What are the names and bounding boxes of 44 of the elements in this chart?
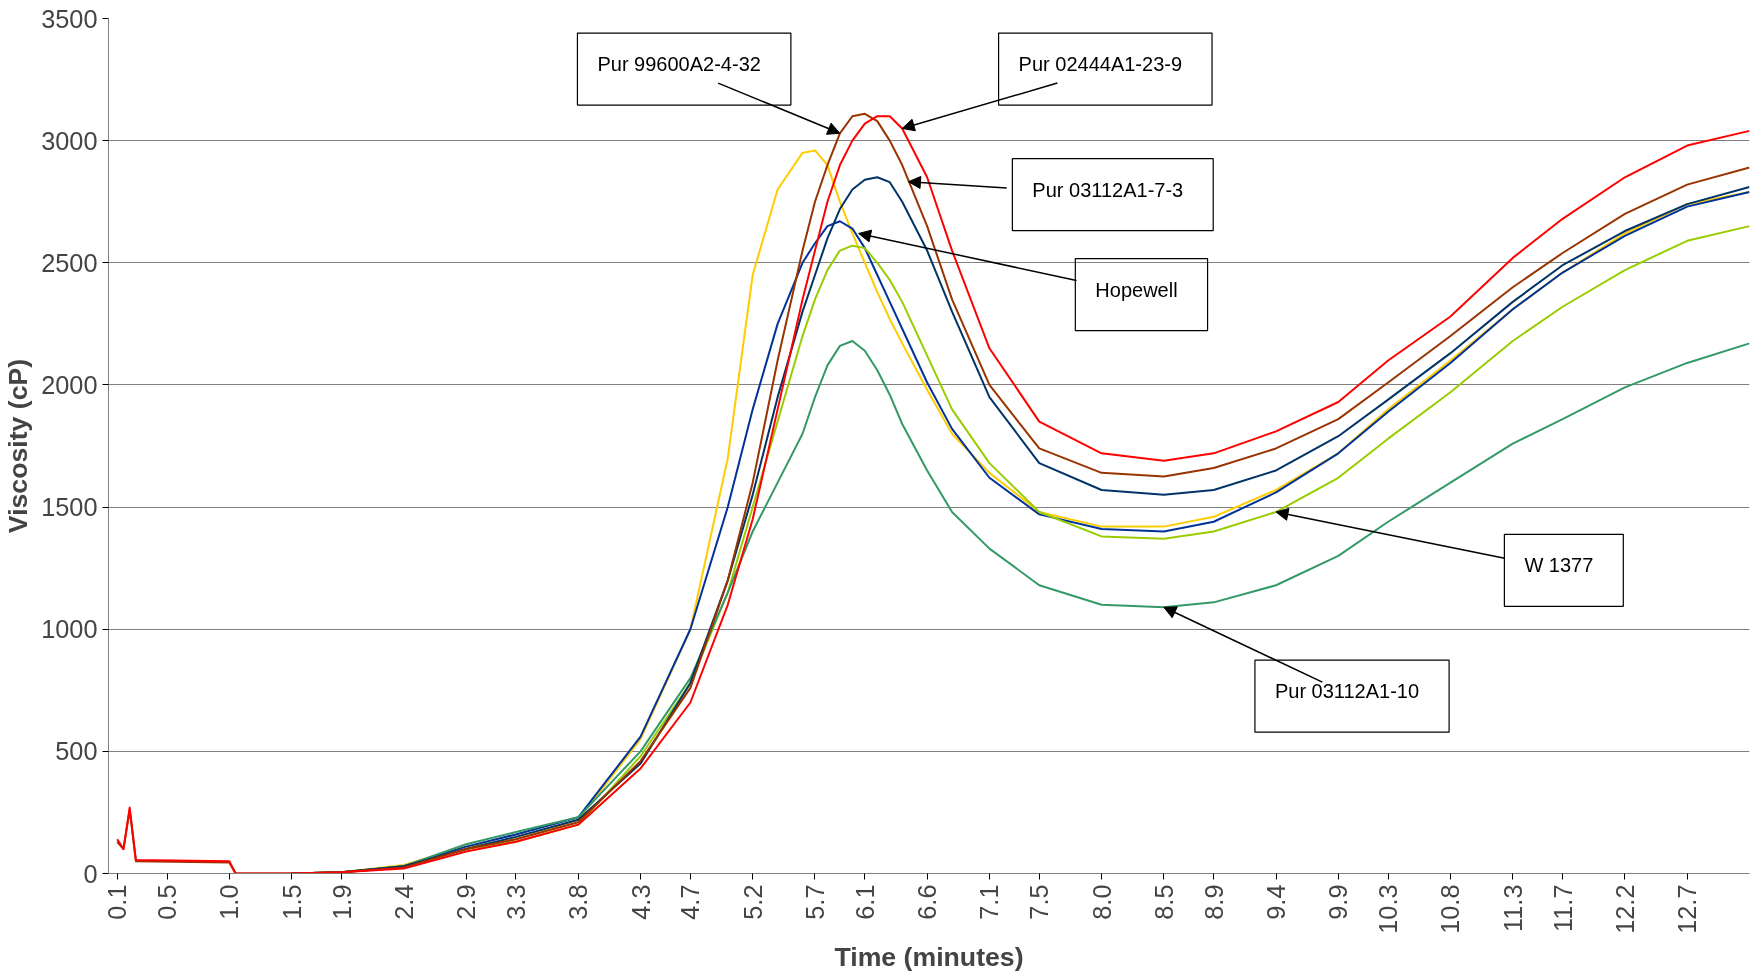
x-tick-label: 1.0: [215, 884, 244, 920]
x-tick-label: 0.5: [153, 884, 182, 920]
x-tick-label: 4.7: [676, 884, 705, 920]
y-tick-label: 500: [55, 737, 98, 766]
x-tick-label: 11.7: [1548, 884, 1577, 932]
x-tick-label: 3.8: [564, 884, 593, 920]
annotation: Pur 03112A1-7-3: [1032, 178, 1184, 201]
y-tick-label: 3500: [41, 4, 98, 33]
y-tick-label: 2500: [41, 248, 98, 277]
annotation: Pur 02444A1-23-9: [1018, 53, 1183, 76]
y-axis-title: Viscosity (cP): [3, 358, 34, 534]
x-tick-label: 12.7: [1673, 884, 1702, 934]
x-tick-label: 4.3: [626, 884, 655, 920]
x-tick-label: 9.4: [1262, 884, 1291, 920]
x-tick-label: 12.2: [1610, 884, 1639, 934]
x-tick-label: 10.3: [1374, 884, 1403, 934]
x-tick-label: 8.9: [1199, 884, 1228, 920]
x-tick-label: 1.5: [277, 884, 306, 920]
y-tick-label: 3000: [41, 126, 98, 155]
x-tick-label: 1.9: [327, 884, 356, 920]
x-tick-label: 5.7: [800, 884, 829, 920]
y-tick-label: 2000: [41, 370, 98, 399]
x-tick-label: 8.0: [1087, 884, 1116, 920]
x-tick-label: 2.4: [389, 884, 418, 920]
y-tick-label: 0: [83, 859, 98, 888]
x-tick-label: 7.5: [1025, 884, 1054, 920]
annotation: Pur 99600A2-4-32: [597, 53, 761, 76]
x-tick-label: 10.8: [1436, 884, 1465, 934]
x-tick-label: 3.3: [501, 884, 530, 920]
x-tick-label: 6.1: [850, 884, 879, 920]
x-tick-label: 9.9: [1324, 884, 1353, 920]
x-tick-label: 7.1: [975, 884, 1004, 920]
x-axis-title: Time (minutes): [834, 941, 1024, 972]
x-tick-label: 0.1: [103, 884, 132, 920]
annotation: W 1377: [1524, 554, 1594, 577]
x-tick-label: 5.2: [738, 884, 767, 920]
x-tick-label: 2.9: [452, 884, 481, 920]
y-tick-label: 1000: [41, 615, 98, 644]
annotation: Pur 03112A1-10: [1274, 680, 1420, 703]
x-tick-label: 11.3: [1498, 884, 1527, 932]
x-tick-label: 6.6: [913, 884, 942, 920]
annotation: Hopewell: [1095, 278, 1178, 301]
y-tick-label: 1500: [41, 493, 98, 522]
x-tick-label: 8.5: [1149, 884, 1178, 920]
